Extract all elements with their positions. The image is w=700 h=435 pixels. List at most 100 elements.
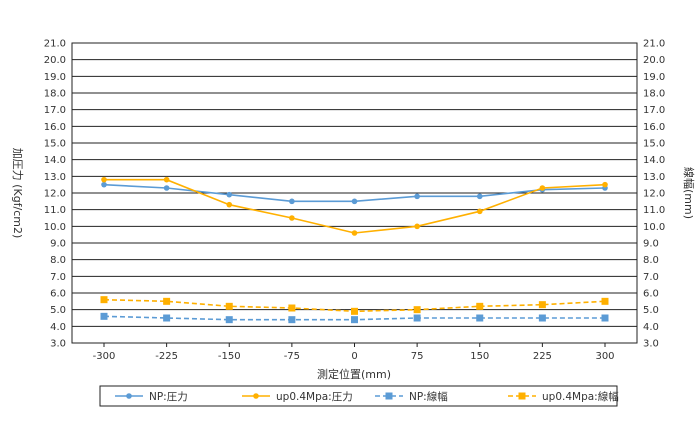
y-axis-right-title: 線幅(mm) bbox=[682, 167, 696, 219]
y-left-tick-label: 15.0 bbox=[44, 139, 66, 150]
x-tick-label: 225 bbox=[533, 351, 552, 362]
grid-lines bbox=[72, 42, 637, 344]
y-right-tick-label: 19.0 bbox=[643, 72, 665, 83]
y-right-tick-label: 12.0 bbox=[643, 189, 665, 200]
legend-box bbox=[99, 385, 618, 407]
y-right-tick-label: 10.0 bbox=[643, 222, 665, 233]
legend-label: up0.4Mpa:圧力 bbox=[276, 390, 353, 403]
data-point bbox=[413, 306, 421, 314]
x-tick-label: 300 bbox=[595, 351, 614, 362]
legend-label: NP:線幅 bbox=[409, 390, 448, 403]
data-point bbox=[100, 312, 108, 320]
data-point bbox=[476, 302, 484, 310]
legend-marker bbox=[518, 392, 526, 400]
y-left-tick-label: 8.0 bbox=[50, 255, 66, 266]
y-axis-left-ticks: 3.0 4.0 5.0 6.0 7.0 8.0 9.0 10.0 11.0 12.0 13.0 14.… bbox=[44, 39, 66, 350]
y-left-tick-label: 7.0 bbox=[50, 272, 66, 283]
x-tick-label: 150 bbox=[470, 351, 489, 362]
data-point bbox=[351, 230, 358, 236]
data-point bbox=[163, 314, 171, 322]
series-4 bbox=[100, 296, 609, 315]
data-point bbox=[413, 314, 421, 322]
y-left-tick-label: 19.0 bbox=[44, 72, 66, 83]
data-point bbox=[476, 208, 483, 215]
x-tick-label: -150 bbox=[218, 351, 241, 362]
data-point bbox=[225, 316, 233, 324]
y-left-tick-label: 10.0 bbox=[44, 222, 66, 233]
series-group bbox=[100, 176, 609, 324]
legend-marker bbox=[253, 393, 259, 399]
y-axis-left-title: 加圧力 (Kgf/cm2) bbox=[11, 148, 24, 239]
data-point bbox=[101, 181, 107, 188]
y-left-tick-label: 12.0 bbox=[44, 189, 66, 200]
data-point bbox=[351, 316, 358, 324]
legend-label: NP:圧力 bbox=[149, 390, 188, 403]
data-point bbox=[101, 176, 107, 183]
data-point bbox=[100, 296, 108, 304]
x-tick-label: 75 bbox=[411, 351, 424, 362]
data-point bbox=[351, 198, 358, 205]
y-left-tick-label: 18.0 bbox=[44, 89, 66, 100]
data-point bbox=[226, 201, 233, 208]
y-right-tick-label: 9.0 bbox=[643, 239, 659, 250]
y-right-tick-label: 7.0 bbox=[643, 272, 659, 283]
x-axis-ticks: -300 -225 -150 -75 0 75 150 225 300 bbox=[93, 343, 615, 362]
y-left-tick-label: 17.0 bbox=[44, 105, 66, 116]
legend-item: NP:線幅 bbox=[375, 390, 448, 403]
legend-marker bbox=[126, 393, 132, 399]
data-point bbox=[539, 185, 546, 191]
y-left-tick-label: 20.0 bbox=[44, 55, 66, 66]
data-point bbox=[602, 181, 608, 188]
y-right-tick-label: 6.0 bbox=[643, 289, 659, 300]
y-right-tick-label: 18.0 bbox=[643, 89, 665, 100]
legend-marker bbox=[385, 392, 393, 400]
data-point bbox=[538, 314, 546, 322]
y-right-tick-label: 15.0 bbox=[643, 139, 665, 150]
y-left-tick-label: 16.0 bbox=[44, 122, 66, 133]
y-right-tick-label: 13.0 bbox=[643, 172, 665, 183]
data-point bbox=[351, 307, 358, 315]
y-right-tick-label: 11.0 bbox=[643, 205, 665, 216]
data-point bbox=[163, 185, 170, 191]
series-1 bbox=[101, 181, 608, 205]
data-point bbox=[601, 314, 609, 322]
data-point bbox=[226, 191, 233, 198]
x-tick-label: -75 bbox=[284, 351, 300, 362]
data-point bbox=[163, 176, 170, 183]
y-left-tick-label: 11.0 bbox=[44, 205, 66, 216]
y-right-tick-label: 8.0 bbox=[643, 255, 659, 266]
data-point bbox=[414, 193, 420, 200]
y-right-tick-label: 20.0 bbox=[643, 55, 665, 66]
data-point bbox=[476, 314, 484, 322]
y-left-tick-label: 9.0 bbox=[50, 239, 66, 250]
data-point bbox=[289, 198, 295, 205]
legend: NP:圧力 up0.4Mpa:圧力 NP:線幅 up0.4Mpa:線幅 bbox=[115, 390, 619, 403]
x-tick-label: -225 bbox=[155, 351, 178, 362]
data-point bbox=[601, 297, 609, 305]
data-point bbox=[288, 304, 296, 312]
data-point bbox=[476, 193, 483, 200]
y-right-tick-label: 21.0 bbox=[643, 39, 665, 50]
y-left-tick-label: 6.0 bbox=[50, 289, 66, 300]
y-left-tick-label: 5.0 bbox=[50, 305, 66, 316]
legend-item: NP:圧力 bbox=[115, 390, 188, 403]
y-left-tick-label: 14.0 bbox=[44, 155, 66, 166]
y-left-tick-label: 21.0 bbox=[44, 39, 66, 50]
x-tick-label: -300 bbox=[93, 351, 116, 362]
y-left-tick-label: 3.0 bbox=[50, 339, 66, 350]
legend-item: up0.4Mpa:線幅 bbox=[508, 390, 619, 403]
data-point bbox=[289, 215, 295, 221]
y-right-tick-label: 14.0 bbox=[643, 155, 665, 166]
data-point bbox=[163, 297, 171, 305]
x-tick-label: 0 bbox=[351, 351, 357, 362]
data-point bbox=[538, 301, 546, 309]
x-axis-title: 測定位置(mm) bbox=[317, 367, 391, 381]
series-3 bbox=[100, 312, 609, 324]
y-right-tick-label: 4.0 bbox=[643, 322, 659, 333]
legend-item: up0.4Mpa:圧力 bbox=[242, 390, 353, 403]
y-right-tick-label: 16.0 bbox=[643, 122, 665, 133]
y-right-tick-label: 17.0 bbox=[643, 105, 665, 116]
data-point bbox=[414, 223, 420, 230]
data-point bbox=[288, 316, 296, 324]
series-line bbox=[104, 178, 606, 234]
